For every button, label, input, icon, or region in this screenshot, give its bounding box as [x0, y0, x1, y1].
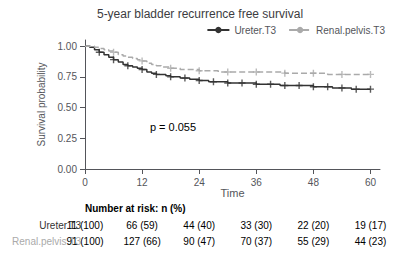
svg-text:Time: Time [220, 187, 244, 199]
svg-text:Renal.pelvis.T3: Renal.pelvis.T3 [316, 25, 385, 36]
svg-text:44 (23): 44 (23) [355, 236, 387, 247]
svg-text:70 (37): 70 (37) [240, 236, 272, 247]
svg-text:22 (20): 22 (20) [298, 220, 330, 231]
svg-text:60: 60 [365, 177, 377, 188]
svg-text:Renal.pelvis.T3: Renal.pelvis.T3 [12, 235, 81, 247]
svg-text:127 (66): 127 (66) [123, 236, 160, 247]
svg-text:24: 24 [194, 177, 206, 188]
svg-text:91 (100): 91 (100) [66, 236, 103, 247]
svg-text:5-year bladder recurrence free: 5-year bladder recurrence free survival [97, 7, 303, 21]
svg-text:0.50: 0.50 [58, 102, 78, 113]
svg-text:p = 0.055: p = 0.055 [150, 121, 196, 133]
svg-text:0: 0 [82, 177, 88, 188]
svg-text:0.25: 0.25 [58, 133, 78, 144]
svg-text:90 (47): 90 (47) [183, 236, 215, 247]
svg-text:12: 12 [137, 177, 149, 188]
svg-text:11 (100): 11 (100) [67, 220, 104, 231]
svg-text:19 (17): 19 (17) [355, 220, 387, 231]
svg-text:55 (29): 55 (29) [298, 236, 330, 247]
svg-text:Number at risk: n (%): Number at risk: n (%) [85, 203, 186, 214]
svg-text:0.75: 0.75 [58, 71, 78, 82]
svg-text:0.00: 0.00 [58, 164, 78, 175]
svg-text:33 (30): 33 (30) [240, 220, 272, 231]
svg-text:36: 36 [251, 177, 263, 188]
svg-text:Ureter.T3: Ureter.T3 [39, 219, 81, 231]
svg-text:Ureter.T3: Ureter.T3 [234, 25, 276, 36]
svg-text:Survival probability: Survival probability [36, 63, 47, 147]
svg-text:48: 48 [308, 177, 320, 188]
svg-text:1.00: 1.00 [58, 41, 78, 52]
svg-text:66 (59): 66 (59) [126, 220, 158, 231]
svg-text:44 (40): 44 (40) [183, 220, 215, 231]
